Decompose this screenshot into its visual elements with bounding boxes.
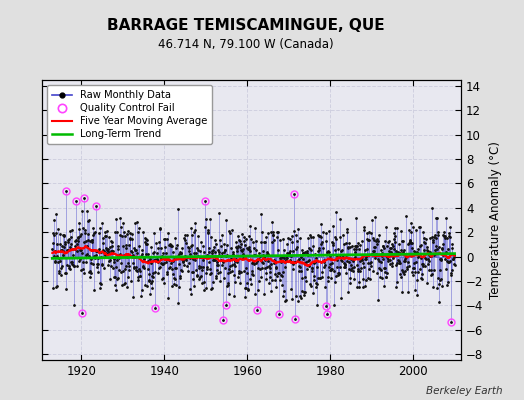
Legend: Raw Monthly Data, Quality Control Fail, Five Year Moving Average, Long-Term Tren: Raw Monthly Data, Quality Control Fail, … bbox=[47, 85, 212, 144]
Text: BARRAGE TEMISCAMINGUE, QUE: BARRAGE TEMISCAMINGUE, QUE bbox=[107, 18, 385, 33]
Text: Berkeley Earth: Berkeley Earth bbox=[427, 386, 503, 396]
Y-axis label: Temperature Anomaly (°C): Temperature Anomaly (°C) bbox=[489, 141, 502, 299]
Text: 46.714 N, 79.100 W (Canada): 46.714 N, 79.100 W (Canada) bbox=[158, 38, 334, 51]
